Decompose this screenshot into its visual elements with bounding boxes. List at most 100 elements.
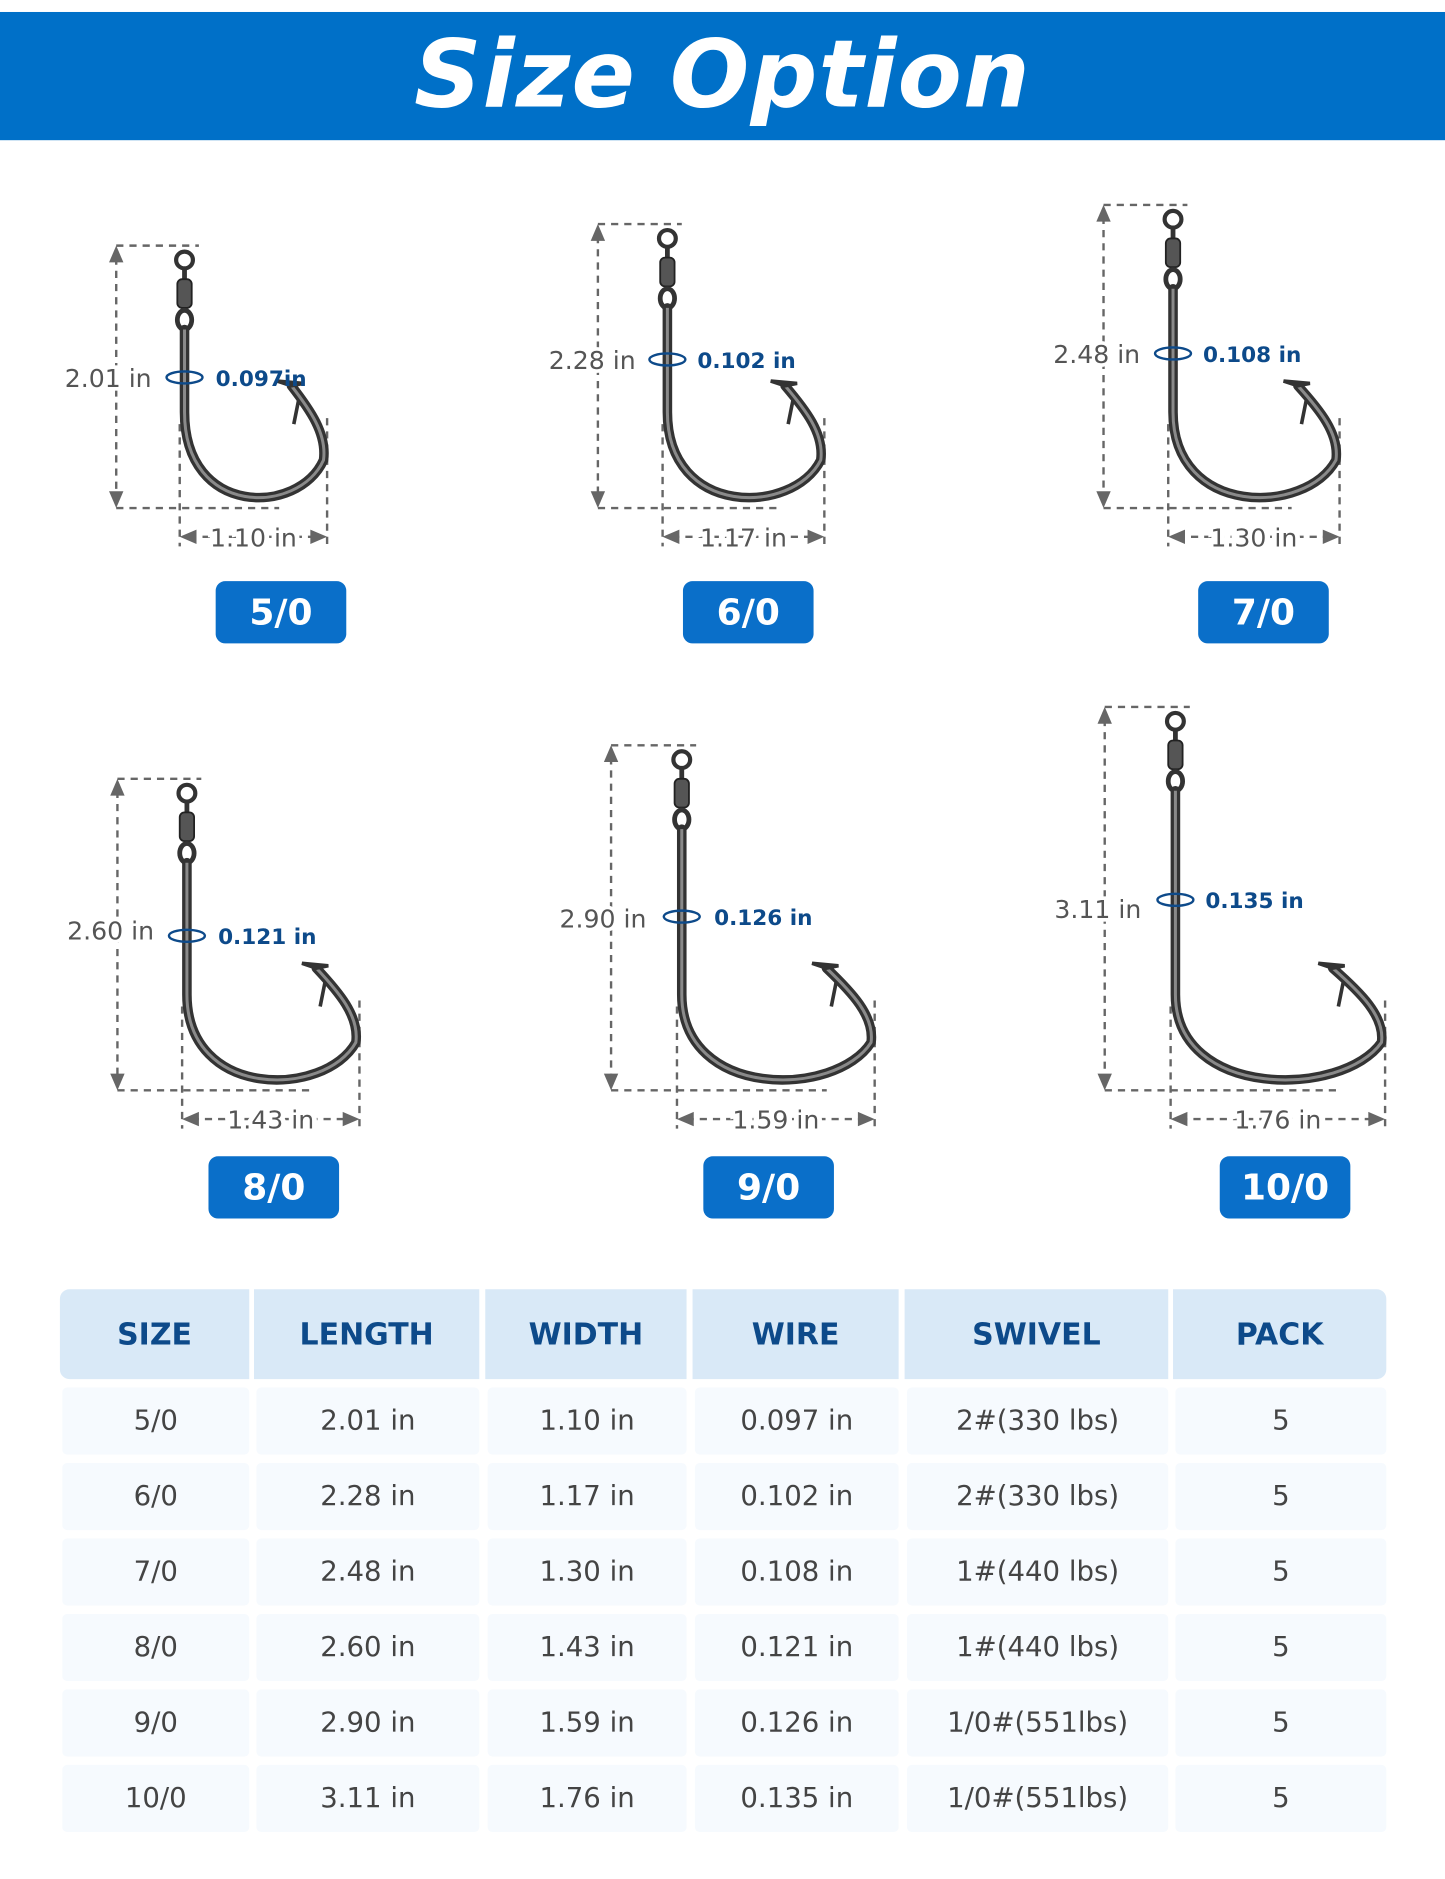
wire-label: 0.126 in <box>714 906 812 931</box>
arrow-up-icon <box>1097 706 1112 724</box>
wire-gauge-icon <box>1153 346 1193 361</box>
size-badge: 5/0 <box>215 581 347 644</box>
width-label: 1.43 in <box>227 1106 314 1135</box>
length-label: 2.60 in <box>67 916 154 945</box>
wire-gauge-icon <box>167 928 207 943</box>
table-cell: 5/0 <box>62 1387 250 1455</box>
table-cell: 10/0 <box>62 1764 250 1833</box>
arrow-down-icon <box>109 491 124 509</box>
arrow-down-icon <box>590 491 606 509</box>
length-label: 2.90 in <box>560 904 647 933</box>
table-cell: 5 <box>1175 1764 1387 1833</box>
column-header: WIRE <box>692 1289 899 1380</box>
table-cell: 1/0#(551lbs) <box>907 1764 1169 1833</box>
table-cell: 2.60 in <box>256 1613 480 1682</box>
table-cell: 0.097 in <box>694 1387 899 1455</box>
arrow-up-icon <box>590 224 606 241</box>
table-cell: 0.135 in <box>694 1764 899 1833</box>
table-cell: 1.30 in <box>487 1538 687 1606</box>
column-header: LENGTH <box>254 1289 480 1380</box>
fishing-hook-icon <box>1164 710 1387 1085</box>
hook-diagram: 2.90 in 0.126 in 1.59 in <box>556 744 877 1139</box>
wire-label: 0.108 in <box>1203 343 1301 368</box>
arrow-up-icon <box>109 245 124 263</box>
width-label: 1.10 in <box>210 523 297 552</box>
wire-gauge-icon <box>1156 892 1195 908</box>
table-cell: 0.102 in <box>694 1462 899 1531</box>
hook-diagram: 2.28 in 0.102 in 1.17 in <box>545 222 826 557</box>
wire-gauge-icon <box>648 352 687 367</box>
table-cell: 3.11 in <box>256 1764 480 1833</box>
arrow-down-icon <box>1096 491 1111 509</box>
width-label: 1.17 in <box>700 523 787 552</box>
fishing-hook-icon <box>174 249 329 503</box>
table-cell: 1.59 in <box>487 1689 687 1757</box>
arrow-left-icon <box>179 529 197 544</box>
column-header: PACK <box>1173 1289 1387 1380</box>
arrow-right-icon <box>342 1111 360 1127</box>
arrow-down-icon <box>603 1073 619 1091</box>
table-cell: 1#(440 lbs) <box>907 1538 1169 1606</box>
column-header: SIZE <box>59 1289 250 1380</box>
table-cell: 5 <box>1175 1613 1387 1682</box>
fishing-hook-icon <box>176 782 362 1085</box>
table-cell: 1.10 in <box>487 1387 687 1455</box>
table-cell: 9/0 <box>62 1689 250 1757</box>
table-cell: 7/0 <box>62 1538 250 1606</box>
wire-label: 0.102 in <box>697 349 795 374</box>
table-cell: 5 <box>1175 1538 1387 1606</box>
hook-diagram: 2.60 in 0.121 in 1.43 in <box>64 777 362 1139</box>
arrow-left-icon <box>182 1111 199 1127</box>
size-badge: 6/0 <box>682 581 814 644</box>
length-label: 3.11 in <box>1054 895 1141 924</box>
wire-label: 0.097in <box>216 367 307 392</box>
page-title: Size Option <box>414 21 1031 130</box>
table-cell: 5 <box>1175 1689 1387 1757</box>
hook-diagram: 2.01 in 0.097in 1.10 in <box>61 244 329 557</box>
wire-gauge-icon <box>662 909 701 924</box>
wire-gauge-icon <box>165 370 204 385</box>
width-label: 1.76 in <box>1234 1106 1321 1135</box>
table-cell: 8/0 <box>62 1613 250 1682</box>
width-label: 1.59 in <box>732 1106 819 1135</box>
length-label: 2.28 in <box>549 346 636 375</box>
table-cell: 2.48 in <box>256 1538 480 1606</box>
size-badge: 7/0 <box>1198 581 1329 644</box>
column-header: SWIVEL <box>904 1289 1169 1380</box>
table-cell: 1#(440 lbs) <box>907 1613 1169 1682</box>
fishing-hook-icon <box>656 227 826 503</box>
table-cell: 2.01 in <box>256 1387 480 1455</box>
arrow-up-icon <box>603 745 619 763</box>
table-cell: 0.108 in <box>694 1538 899 1606</box>
arrow-left-icon <box>662 529 680 544</box>
table-cell: 2.28 in <box>256 1462 480 1531</box>
arrow-up-icon <box>1096 204 1111 222</box>
table-cell: 0.126 in <box>694 1689 899 1757</box>
table-cell: 5 <box>1175 1462 1387 1531</box>
fishing-hook-icon <box>671 749 877 1085</box>
wire-label: 0.135 in <box>1205 889 1303 914</box>
table-cell: 5 <box>1175 1387 1387 1455</box>
width-label: 1.30 in <box>1210 523 1297 552</box>
arrow-right-icon <box>1322 529 1340 544</box>
arrow-left-icon <box>1170 1111 1188 1127</box>
size-badge: 8/0 <box>208 1156 340 1219</box>
table-cell: 2.90 in <box>256 1689 480 1757</box>
table-cell: 2#(330 lbs) <box>907 1387 1169 1455</box>
size-badge: 9/0 <box>703 1156 834 1219</box>
length-label: 2.01 in <box>65 364 152 393</box>
table-cell: 6/0 <box>62 1462 250 1531</box>
arrow-down-icon <box>110 1073 125 1091</box>
title-banner: Size Option <box>0 11 1445 141</box>
size-badge: 10/0 <box>1219 1156 1351 1219</box>
column-header: WIDTH <box>485 1289 687 1380</box>
wire-label: 0.121 in <box>218 925 316 950</box>
length-label: 2.48 in <box>1053 340 1140 369</box>
arrow-left-icon <box>676 1111 694 1127</box>
table-cell: 1.17 in <box>487 1462 687 1531</box>
table-cell: 1.43 in <box>487 1613 687 1682</box>
hook-diagram: 2.48 in 0.108 in 1.30 in <box>1050 203 1342 557</box>
hook-diagrams: 2.01 in 0.097in 1.10 in 2.28 in 0.102 in 1.17… <box>61 203 1387 1139</box>
hook-diagram: 3.11 in 0.135 in 1.76 in <box>1051 705 1387 1139</box>
